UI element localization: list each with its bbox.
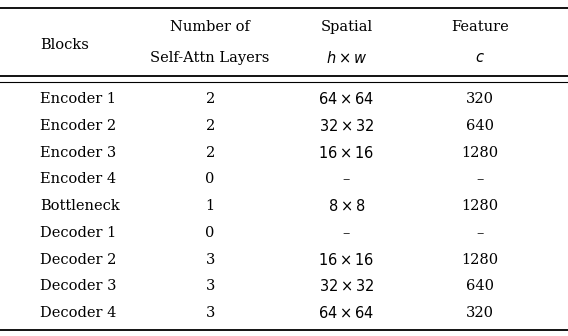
Text: Encoder 1: Encoder 1: [40, 92, 116, 106]
Text: 1280: 1280: [461, 199, 499, 213]
Text: Decoder 1: Decoder 1: [40, 226, 116, 240]
Text: 0: 0: [206, 172, 215, 186]
Text: $c$: $c$: [475, 51, 485, 65]
Text: Decoder 4: Decoder 4: [40, 306, 116, 320]
Text: –: –: [343, 172, 350, 186]
Text: $32 \times 32$: $32 \times 32$: [319, 279, 374, 294]
Text: –: –: [343, 226, 350, 240]
Text: 3: 3: [206, 280, 215, 293]
Text: Number of: Number of: [170, 20, 250, 34]
Text: Encoder 4: Encoder 4: [40, 172, 116, 186]
Text: 1280: 1280: [461, 145, 499, 160]
Text: $16 \times 16$: $16 \times 16$: [318, 252, 375, 268]
Text: Spatial: Spatial: [320, 20, 373, 34]
Text: 2: 2: [206, 119, 215, 133]
Text: $h \times w$: $h \times w$: [326, 50, 367, 66]
Text: Decoder 3: Decoder 3: [40, 280, 116, 293]
Text: $64 \times 64$: $64 \times 64$: [318, 91, 375, 107]
Text: $8 \times 8$: $8 \times 8$: [328, 198, 365, 214]
Text: 3: 3: [206, 253, 215, 267]
Text: Blocks: Blocks: [40, 38, 89, 52]
Text: Self-Attn Layers: Self-Attn Layers: [151, 51, 270, 65]
Text: –: –: [477, 172, 483, 186]
Text: $32 \times 32$: $32 \times 32$: [319, 118, 374, 134]
Text: –: –: [477, 226, 483, 240]
Text: 2: 2: [206, 145, 215, 160]
Text: 640: 640: [466, 119, 494, 133]
Text: 3: 3: [206, 306, 215, 320]
Text: 2: 2: [206, 92, 215, 106]
Text: Decoder 2: Decoder 2: [40, 253, 116, 267]
Text: 1280: 1280: [461, 253, 499, 267]
Text: Encoder 3: Encoder 3: [40, 145, 116, 160]
Text: Feature: Feature: [451, 20, 509, 34]
Text: Encoder 2: Encoder 2: [40, 119, 116, 133]
Text: 320: 320: [466, 92, 494, 106]
Text: 0: 0: [206, 226, 215, 240]
Text: 320: 320: [466, 306, 494, 320]
Text: 1: 1: [206, 199, 215, 213]
Text: 640: 640: [466, 280, 494, 293]
Text: $16 \times 16$: $16 \times 16$: [318, 144, 375, 161]
Text: Bottleneck: Bottleneck: [40, 199, 119, 213]
Text: $64 \times 64$: $64 \times 64$: [318, 305, 375, 321]
